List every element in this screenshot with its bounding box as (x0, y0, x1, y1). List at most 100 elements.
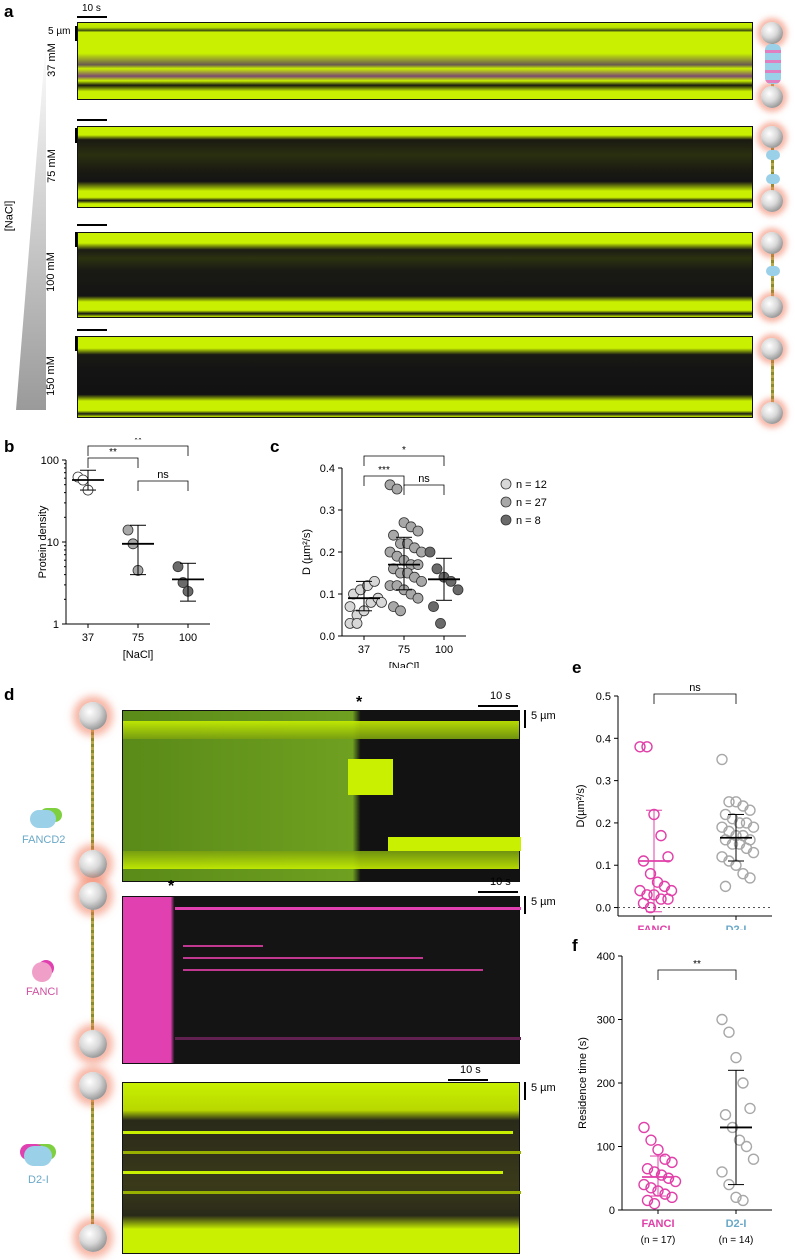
data-point (412, 525, 424, 537)
x-axis-label: [NaCl] (123, 649, 154, 661)
data-point (424, 546, 436, 558)
scale-time-bar (77, 119, 107, 121)
scale-time-bar (77, 224, 107, 226)
length-bar (524, 1082, 526, 1100)
data-point (716, 1166, 728, 1178)
y-axis-label: D(µm²/s) (575, 785, 587, 828)
bead-top (761, 126, 783, 148)
data-point (376, 596, 387, 608)
data-point (737, 1194, 749, 1207)
significance-bracket (87, 457, 139, 468)
data-point (737, 1077, 749, 1089)
signal-protein-track (123, 1131, 513, 1134)
data-point (719, 1109, 732, 1121)
signal-protein-track (123, 1151, 521, 1154)
y-tick-label: 0.2 (596, 818, 611, 830)
bead-top (761, 232, 783, 254)
data-point (412, 592, 424, 604)
significance-label: ns (689, 682, 701, 694)
x-tick-label: 100 (435, 644, 453, 656)
kymograph-150mm (77, 336, 753, 418)
kymograph-fanci (122, 896, 521, 1064)
significance-bracket (137, 480, 189, 491)
data-point (733, 817, 746, 829)
kymo-fanci-row: * 10 s 5 µm FANCI (0, 874, 560, 1064)
scale-time-bar (448, 1079, 488, 1081)
x-tick-label: D2-I (726, 1218, 747, 1230)
nacl-axis-label: [NaCl] (3, 200, 16, 232)
scale-time-bar (77, 16, 107, 18)
bead-top (761, 338, 783, 360)
data-point (395, 605, 406, 617)
panel-e-letter: e (572, 658, 582, 677)
data-point (634, 741, 646, 753)
schematic-100 (761, 230, 791, 318)
kymograph-fancd2 (122, 710, 521, 882)
data-point (655, 893, 667, 905)
significance-label: *** (378, 465, 390, 476)
data-point (644, 901, 657, 914)
length-bar (524, 896, 526, 914)
data-point (726, 838, 739, 850)
scale-length-label: 5 µm (531, 896, 556, 908)
data-point (416, 575, 427, 587)
signal-protein-track (348, 759, 393, 795)
bead-bottom (761, 190, 783, 212)
scale-time-bar (478, 891, 518, 893)
y-tick-label: 0.0 (320, 631, 335, 643)
data-point (388, 529, 399, 541)
length-bar (75, 128, 77, 143)
fanci-protein-icon (32, 962, 52, 982)
y-tick-label: 1 (53, 619, 59, 631)
dna-strand (771, 354, 774, 406)
data-point (723, 1026, 735, 1038)
signal-protein-track (123, 1171, 503, 1174)
signal-bottom-band (123, 851, 519, 869)
x-tick-label: 75 (132, 632, 144, 644)
signal-protein-track (388, 837, 521, 851)
panel-c-letter: c (270, 437, 280, 456)
x-sub-label: (n = 17) (641, 1235, 676, 1246)
x-tick-label: FANCI (638, 924, 671, 930)
data-point (391, 483, 403, 495)
data-point (652, 1143, 664, 1156)
data-point (740, 1140, 753, 1153)
legend-swatch (500, 514, 512, 526)
panel-d-letter: d (4, 685, 15, 704)
signal-protein-track (183, 957, 423, 959)
data-point (641, 1194, 654, 1207)
protein-label: FANCI (26, 986, 59, 998)
legend-label: n = 12 (516, 479, 547, 491)
protein-icon (766, 266, 780, 276)
scale-length-label: 5 µm (531, 710, 556, 722)
kymo-fancd2-row: * 10 s 5 µm FANCD2 (0, 690, 560, 890)
y-tick-label: 0.3 (596, 776, 611, 788)
scale-time-label: 10 s (490, 690, 511, 702)
data-point (431, 563, 443, 575)
y-tick-label: 0.4 (320, 463, 335, 475)
data-point (719, 880, 732, 893)
protein-label: FANCD2 (22, 834, 66, 846)
data-point (428, 601, 439, 613)
schematic-37 (761, 20, 791, 108)
data-point (669, 1175, 682, 1188)
panel-a-letter: a (4, 2, 14, 21)
data-point (344, 601, 356, 613)
length-bar (75, 336, 77, 351)
x-tick-label: 100 (179, 632, 197, 644)
significance-label: ** (693, 959, 701, 970)
data-point (744, 872, 756, 884)
scale-time-bar (77, 329, 107, 331)
data-point (659, 1153, 671, 1165)
kymograph-d2i (122, 1082, 521, 1254)
fancd2-protein-icon (30, 810, 56, 828)
data-point (716, 1013, 728, 1026)
scale-length-label: 5 µm (48, 26, 71, 37)
significance-bracket (363, 455, 445, 466)
y-tick-label: 0.5 (596, 691, 611, 703)
data-point (662, 893, 674, 905)
data-point (744, 1102, 756, 1115)
x-tick-label: 75 (398, 644, 410, 656)
bead-bottom (79, 1030, 107, 1058)
dna-strand (771, 142, 774, 194)
